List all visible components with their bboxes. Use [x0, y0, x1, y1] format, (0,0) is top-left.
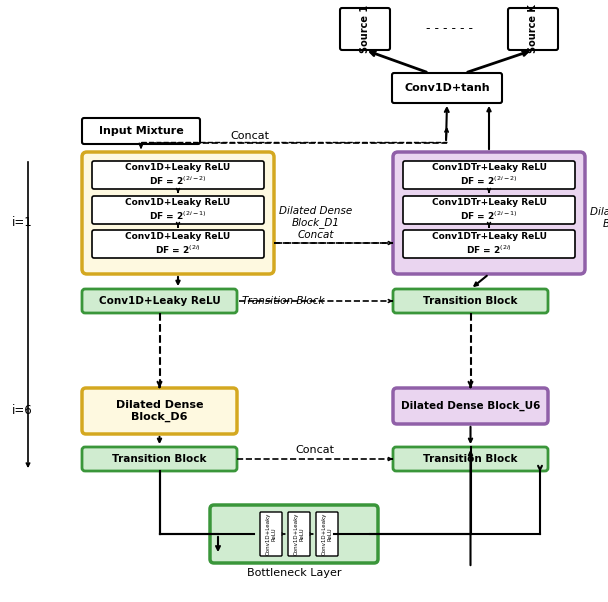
- Text: Conv1DTr+Leaky ReLU
DF = 2$^{(2i-1)}$: Conv1DTr+Leaky ReLU DF = 2$^{(2i-1)}$: [432, 198, 547, 222]
- Text: Transition Block: Transition Block: [112, 454, 207, 464]
- Text: Conv1D+Leaky
ReLU: Conv1D+Leaky ReLU: [322, 513, 333, 555]
- Text: Conv1DTr+Leaky ReLU
DF = 2$^{(2i)}$: Conv1DTr+Leaky ReLU DF = 2$^{(2i)}$: [432, 232, 547, 256]
- FancyBboxPatch shape: [82, 152, 274, 274]
- FancyBboxPatch shape: [403, 196, 575, 224]
- FancyBboxPatch shape: [82, 388, 237, 434]
- Text: Transition Block: Transition Block: [423, 296, 518, 306]
- FancyBboxPatch shape: [393, 152, 585, 274]
- Text: Transition Block: Transition Block: [423, 454, 518, 464]
- FancyBboxPatch shape: [392, 73, 502, 103]
- Text: Source 1: Source 1: [360, 5, 370, 53]
- FancyBboxPatch shape: [82, 289, 237, 313]
- FancyBboxPatch shape: [403, 230, 575, 258]
- FancyBboxPatch shape: [316, 512, 338, 556]
- Text: Conv1D+Leaky ReLU
DF = 2$^{(2i-2)}$: Conv1D+Leaky ReLU DF = 2$^{(2i-2)}$: [125, 163, 230, 187]
- Text: Concat: Concat: [295, 445, 334, 455]
- FancyBboxPatch shape: [403, 161, 575, 189]
- Text: Conv1D+Leaky ReLU
DF = 2$^{(2i-1)}$: Conv1D+Leaky ReLU DF = 2$^{(2i-1)}$: [125, 198, 230, 222]
- FancyBboxPatch shape: [393, 447, 548, 471]
- Text: Input Mixture: Input Mixture: [98, 126, 184, 136]
- Text: Conv1D+Leaky ReLU: Conv1D+Leaky ReLU: [98, 296, 220, 306]
- FancyBboxPatch shape: [340, 8, 390, 50]
- FancyBboxPatch shape: [92, 196, 264, 224]
- FancyBboxPatch shape: [288, 512, 310, 556]
- Text: i=6: i=6: [12, 405, 33, 418]
- FancyBboxPatch shape: [210, 505, 378, 563]
- FancyBboxPatch shape: [393, 289, 548, 313]
- Text: Dilated Dense Block_U6: Dilated Dense Block_U6: [401, 401, 540, 411]
- Text: Dilated Dense
Block_D6: Dilated Dense Block_D6: [116, 400, 203, 422]
- Text: - - - - - -: - - - - - -: [426, 22, 472, 36]
- Text: Bottleneck Layer: Bottleneck Layer: [247, 568, 341, 578]
- FancyBboxPatch shape: [393, 388, 548, 424]
- Text: Dilated Dense
Block_D1
Concat: Dilated Dense Block_D1 Concat: [279, 206, 352, 240]
- Text: Conv1D+Leaky ReLU
DF = 2$^{(2i)}$: Conv1D+Leaky ReLU DF = 2$^{(2i)}$: [125, 232, 230, 256]
- Text: Source K: Source K: [528, 5, 538, 54]
- FancyBboxPatch shape: [82, 447, 237, 471]
- FancyBboxPatch shape: [508, 8, 558, 50]
- Text: Concat: Concat: [230, 131, 269, 141]
- Text: Conv1D+tanh: Conv1D+tanh: [404, 83, 490, 93]
- Text: Transition Block: Transition Block: [242, 296, 325, 306]
- Text: i=1: i=1: [12, 217, 33, 229]
- Text: Dilated Dense
Block_U1: Dilated Dense Block_U1: [590, 206, 608, 229]
- Text: Conv1D+Leaky
ReLU: Conv1D+Leaky ReLU: [266, 513, 277, 555]
- Text: Conv1DTr+Leaky ReLU
DF = 2$^{(2i-2)}$: Conv1DTr+Leaky ReLU DF = 2$^{(2i-2)}$: [432, 163, 547, 187]
- FancyBboxPatch shape: [82, 118, 200, 144]
- FancyBboxPatch shape: [92, 161, 264, 189]
- Text: Conv1D+Leaky
ReLU: Conv1D+Leaky ReLU: [294, 513, 305, 555]
- FancyBboxPatch shape: [92, 230, 264, 258]
- FancyBboxPatch shape: [260, 512, 282, 556]
